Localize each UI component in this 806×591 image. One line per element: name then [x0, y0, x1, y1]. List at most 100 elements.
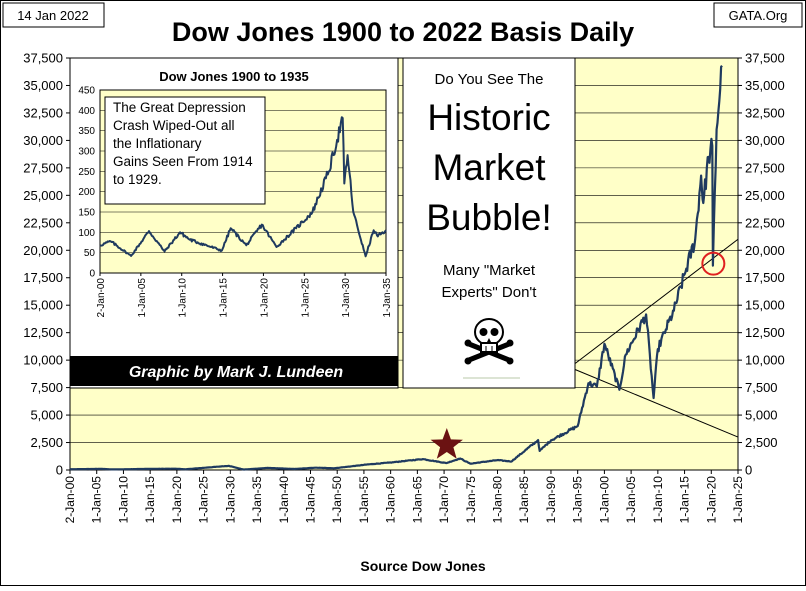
y-tick-label: 30,000: [23, 133, 63, 148]
callout-box: Do You See The Historic Market Bubble! M…: [402, 57, 576, 389]
credit-bar: [70, 356, 398, 386]
x-tick-label: 1-Jan-40: [277, 476, 291, 524]
y-tick-label: 35,000: [23, 78, 63, 93]
x-tick-label: 1-Jan-05: [624, 476, 638, 524]
star-marker: [430, 428, 463, 459]
inset-x-tick-label: 1-Jan-10: [178, 278, 189, 318]
x-tick-label: 1-Jan-75: [464, 476, 478, 524]
y-axis-left: 0 2,500 5,000 7,500 10,000 12,500 15,000 17,500…: [23, 51, 70, 478]
inset-x-tick-label: 1-Jan-35: [382, 278, 393, 318]
y-tick-label: 17,500: [745, 270, 785, 285]
x-tick-label: 1-Jan-10: [116, 476, 130, 524]
x-tick-label: 1-Jan-70: [437, 476, 451, 524]
callout-line3: Experts" Don't: [442, 284, 538, 301]
x-tick-label: 1-Jan-30: [223, 476, 237, 524]
x-tick-label: 1-Jan-95: [571, 476, 585, 524]
y-tick-label: 35,000: [745, 78, 785, 93]
inset-note-box: [104, 96, 266, 205]
y-tick-label: 5,000: [745, 408, 778, 423]
y-tick-label: 0: [745, 463, 752, 478]
inset-x-tick-label: 1-Jan-30: [341, 278, 352, 318]
x-tick-label: 1-Jan-15: [143, 476, 157, 524]
y-tick-label: 7,500: [30, 380, 63, 395]
y-tick-label: 27,500: [745, 160, 785, 175]
x-tick-label: 1-Jan-45: [303, 476, 317, 524]
x-tick-label: 2-Jan-00: [63, 476, 77, 524]
inset-x-tick-label: 2-Jan-00: [96, 278, 107, 318]
y-tick-label: 20,000: [23, 243, 63, 258]
trendlines: [572, 238, 739, 438]
x-tick-label: 1-Jan-10: [651, 476, 665, 524]
x-tick-label: 1-Jan-90: [544, 476, 558, 524]
x-tick-label: 1-Jan-20: [170, 476, 184, 524]
x-tick-label: 1-Jan-25: [197, 476, 211, 524]
y-tick-label: 15,000: [23, 298, 63, 313]
dow-series-line: [69, 65, 723, 471]
inset-y-tick-label: 0: [89, 269, 95, 280]
inset-y-tick-label: 50: [84, 248, 96, 259]
y-tick-label: 2,500: [745, 435, 778, 450]
inset-note-line: Crash Wiped-Out all: [113, 118, 235, 133]
y-tick-label: 32,500: [745, 105, 785, 120]
y-tick-label: 2,500: [30, 435, 63, 450]
y-tick-label: 25,000: [745, 188, 785, 203]
callout-market: Market: [432, 147, 546, 188]
circle-marker: [701, 251, 726, 276]
y-tick-label: 10,000: [23, 353, 63, 368]
inset-note-line: Gains Seen From 1914: [113, 154, 253, 169]
y-tick-label: 10,000: [745, 353, 785, 368]
y-tick-label: 37,500: [745, 51, 785, 66]
inset-x-tick-label: 1-Jan-15: [219, 278, 230, 318]
y-tick-label: 30,000: [745, 133, 785, 148]
inset-title: Dow Jones 1900 to 1935: [159, 69, 309, 84]
inset-chart: Dow Jones 1900 to 1935 0 50 100 150 200 250 30…: [69, 57, 399, 389]
y-tick-label: 7,500: [745, 380, 778, 395]
y-tick-label: 0: [56, 463, 63, 478]
x-tick-label: 1-Jan-55: [357, 476, 371, 524]
source-tag-box: [713, 2, 803, 28]
inset-note: The Great Depression Crash Wiped-Out all t…: [113, 100, 253, 187]
x-tick-label: 1-Jan-50: [330, 476, 344, 524]
source-tag: GATA.Org: [729, 8, 788, 23]
inset-y-tick-label: 250: [78, 167, 95, 178]
y-tick-label: 22,500: [23, 215, 63, 230]
x-tick-label: 1-Jan-60: [384, 476, 398, 524]
inset-note-line: The Great Depression: [113, 100, 246, 115]
y-tick-label: 22,500: [745, 215, 785, 230]
y-tick-label: 12,500: [23, 325, 63, 340]
callout-historic: Historic: [427, 97, 550, 138]
x-tick-label: 1-Jan-15: [678, 476, 692, 524]
y-axis-right: 0 2,500 5,000 7,500 10,000 12,500 15,000 17,500…: [738, 51, 785, 478]
x-tick-label: 1-Jan-65: [410, 476, 424, 524]
x-tick-label: 1-Jan-85: [517, 476, 531, 524]
inset-note-line: to 1929.: [113, 172, 162, 187]
x-tick-label: 1-Jan-25: [731, 476, 745, 524]
date-label: 14 Jan 2022: [17, 8, 89, 23]
y-tick-label: 32,500: [23, 105, 63, 120]
inset-y-tick-label: 100: [78, 228, 95, 239]
y-tick-label: 27,500: [23, 160, 63, 175]
inset-series-line: [99, 116, 387, 258]
skull-crossbones-icon: [464, 318, 514, 365]
callout-line2: Many "Market: [443, 262, 536, 279]
inset-y-tick-label: 450: [78, 86, 95, 97]
x-axis: 2-Jan-00 1-Jan-05 1-Jan-10 1-Jan-15 1-Jan-20…: [63, 470, 745, 523]
y-tick-label: 12,500: [745, 325, 785, 340]
inset-note-line: the Inflationary: [113, 136, 202, 151]
inset-y-tick-label: 350: [78, 126, 95, 137]
x-tick-label: 1-Jan-20: [704, 476, 718, 524]
y-tick-label: 5,000: [30, 408, 63, 423]
y-tick-label: 17,500: [23, 270, 63, 285]
y-tick-label: 37,500: [23, 51, 63, 66]
callout-line1: Do You See The: [435, 71, 544, 88]
x-tick-label: 1-Jan-80: [491, 476, 505, 524]
trendline: [572, 367, 739, 438]
inset-x-tick-label: 1-Jan-05: [137, 278, 148, 318]
x-tick-label: 1-Jan-05: [90, 476, 104, 524]
trendline: [572, 238, 739, 367]
inset-x-tick-label: 1-Jan-25: [300, 278, 311, 318]
y-tick-label: 25,000: [23, 188, 63, 203]
x-tick-label: 1-Jan-35: [250, 476, 264, 524]
